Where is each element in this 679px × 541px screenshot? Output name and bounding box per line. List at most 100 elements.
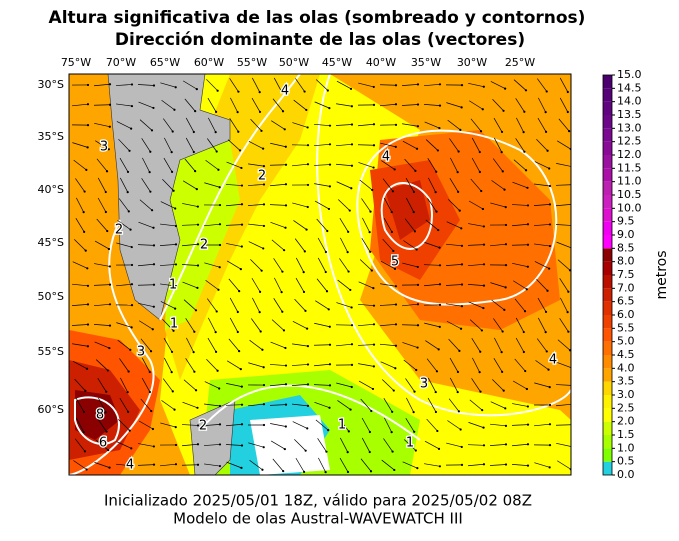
vector-head [329,125,331,127]
vector-head [373,123,375,125]
lat-label: 45°S [38,236,64,249]
vector-head [261,270,263,272]
vector-head [285,183,287,185]
vector-head [417,303,419,305]
colorbar-bin [603,382,612,395]
vector-head [109,104,111,106]
vector-head [458,350,460,352]
vector-head [325,271,327,273]
vector-head [259,111,261,113]
vector-head [479,371,481,373]
vector-head [503,189,505,191]
vector-head [326,230,328,232]
vector-head [171,171,173,173]
vector-head [438,247,440,249]
colorbar-tick-label: 15.0 [617,68,642,81]
vector-head [523,131,525,133]
contour-label: 1 [338,418,346,433]
vector-head [131,326,133,328]
vector-head [329,363,331,365]
lon-label: 75°W [61,56,91,69]
vector-head [482,108,484,110]
vector-head [87,285,89,287]
vector-head [303,271,305,273]
vector-head [505,443,507,445]
vector-head [197,264,199,266]
vector-head [369,231,371,233]
contour-label: 8 [96,408,104,423]
vector-head [237,331,239,333]
vector-head [193,371,195,373]
vector-head [549,404,551,406]
contour-label: 1 [170,317,178,332]
vector-head [219,465,221,467]
vector-head [524,310,526,312]
vector-head [193,151,195,153]
vector-head [172,130,174,132]
vector-head [152,227,154,229]
colorbar-tick-label: 2.0 [617,415,635,428]
contour-label: 4 [281,84,289,99]
colorbar-label: metros [654,250,670,299]
vector-head [197,464,199,466]
vector-head [436,370,438,372]
colorbar-bin [603,262,612,275]
lon-label: 50°W [279,56,309,69]
vector-head [350,88,352,90]
colorbar-tick-label: 1.5 [617,428,635,441]
vector-head [83,411,85,413]
vector-head [439,304,441,306]
vector-head [174,207,176,209]
vector-head [369,211,371,213]
vector-head [549,386,551,388]
colorbar-tick-label: 4.5 [617,348,635,361]
vector-head [501,131,503,133]
vector-head [130,128,132,130]
colorbar-bin [603,128,612,141]
vector-head [175,426,177,428]
vector-head [152,428,154,430]
vector-head [502,110,504,112]
colorbar-tick-label: 6.5 [617,295,635,308]
vector-head [351,343,353,345]
vector-head [105,411,107,413]
vector-head [483,444,485,446]
vector-head [461,84,463,86]
vector-head [284,448,286,450]
vector-head [417,284,419,286]
vector-head [483,263,485,265]
vector-head [483,463,485,465]
vector-head [393,469,395,471]
vector-head [215,131,217,133]
lat-label: 60°S [38,403,64,416]
vector-head [130,447,132,449]
vector-head [86,267,88,269]
colorbar-tick-label: 7.5 [617,268,635,281]
vector-head [523,111,525,113]
vector-head [150,410,152,412]
colorbar-bin [603,155,612,168]
vector-head [549,245,551,247]
vector-head [149,191,151,193]
vector-head [461,106,463,108]
vector-head [285,204,287,206]
colorbar-bin [603,88,612,101]
vector-head [219,223,221,225]
vector-head [395,103,397,105]
vector-head [325,251,327,253]
vector-head [216,310,218,312]
vector-head [109,283,111,285]
vector-head [284,227,286,229]
vector-head [524,370,526,372]
vector-head [329,185,331,187]
vector-head [149,151,151,153]
vector-head [505,243,507,245]
vector-head [369,431,371,433]
vector-head [546,290,548,292]
vector-head [546,350,548,352]
vector-head [482,208,484,210]
colorbar-tick-label: 12.5 [617,135,642,148]
vector-head [371,269,373,271]
vector-head [526,187,528,189]
vector-head [263,225,265,227]
